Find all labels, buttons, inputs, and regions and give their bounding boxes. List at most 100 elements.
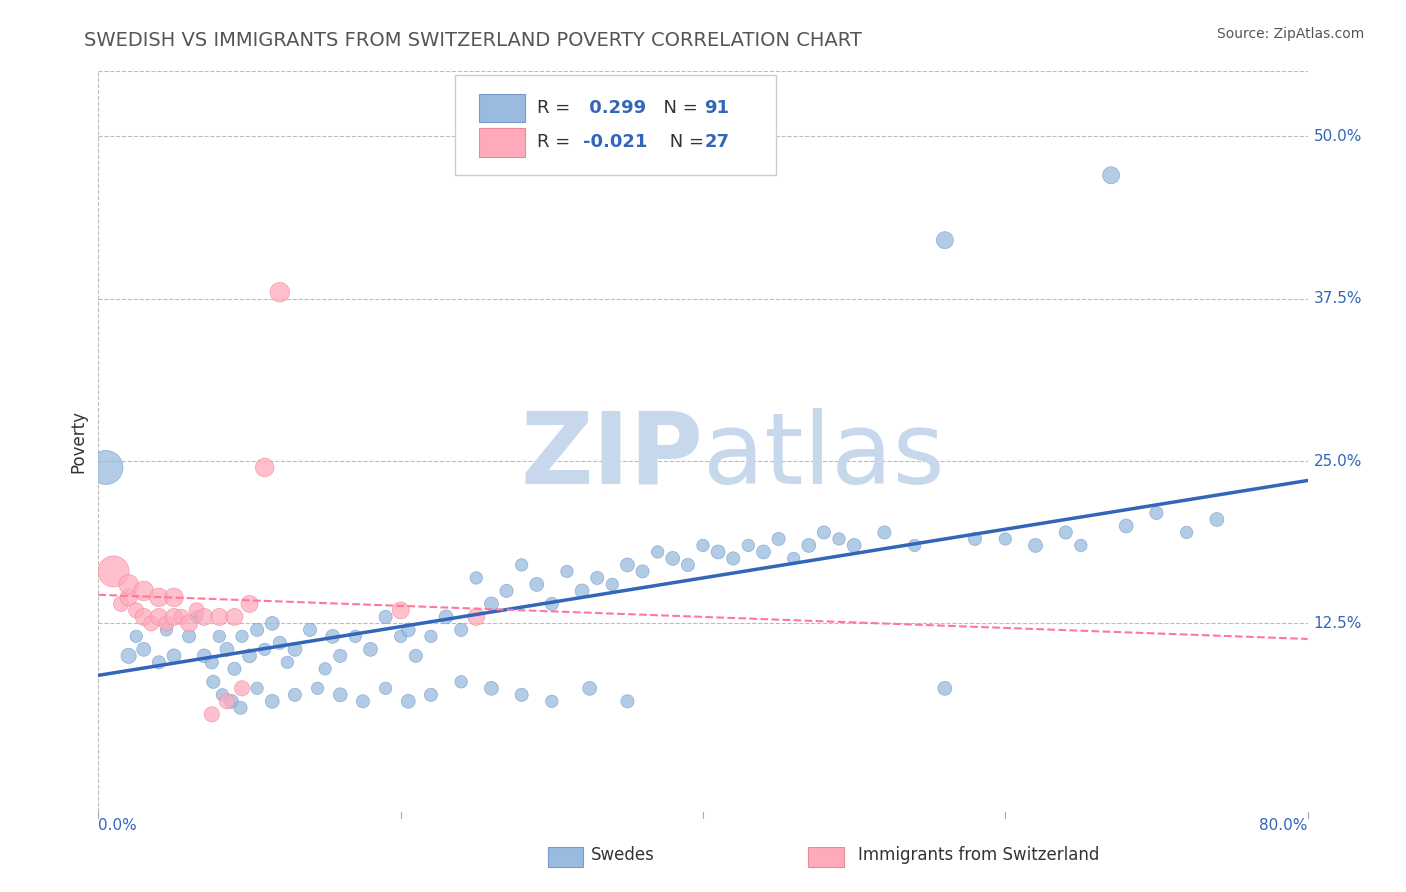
Point [586, 571, 609, 585]
Text: R =: R = [537, 134, 576, 152]
Point [661, 551, 683, 566]
Point [752, 545, 775, 559]
Point [555, 565, 578, 579]
Point [193, 610, 215, 624]
Point [269, 285, 291, 300]
Point [253, 460, 276, 475]
Point [934, 233, 956, 247]
Text: R =: R = [537, 99, 576, 117]
Point [246, 681, 269, 696]
Point [571, 583, 593, 598]
Point [873, 525, 896, 540]
Point [170, 610, 193, 624]
Point [163, 591, 186, 605]
Point [163, 648, 186, 663]
Point [132, 583, 155, 598]
Point [540, 694, 562, 708]
Point [1099, 168, 1122, 182]
Point [1144, 506, 1167, 520]
Point [269, 636, 291, 650]
Text: SWEDISH VS IMMIGRANTS FROM SWITZERLAND POVERTY CORRELATION CHART: SWEDISH VS IMMIGRANTS FROM SWITZERLAND P… [84, 31, 862, 50]
Point [465, 610, 488, 624]
Point [1054, 525, 1077, 540]
Point [616, 558, 638, 572]
Text: 50.0%: 50.0% [1313, 128, 1362, 144]
Point [374, 681, 396, 696]
Point [208, 610, 231, 624]
Point [224, 662, 246, 676]
Point [647, 545, 669, 559]
Point [229, 701, 252, 715]
Point [163, 610, 186, 624]
Text: Swedes: Swedes [591, 847, 654, 864]
Point [110, 597, 132, 611]
Point [148, 610, 170, 624]
Point [284, 688, 307, 702]
Text: 80.0%: 80.0% [1260, 818, 1308, 833]
Text: 27: 27 [704, 134, 730, 152]
Point [540, 597, 562, 611]
Text: 25.0%: 25.0% [1313, 453, 1362, 468]
Point [1206, 512, 1229, 526]
Point [118, 591, 141, 605]
Point [125, 603, 148, 617]
Text: ZIP: ZIP [520, 408, 703, 505]
Text: 12.5%: 12.5% [1313, 615, 1362, 631]
Point [208, 629, 231, 643]
Point [1115, 519, 1137, 533]
Point [211, 688, 233, 702]
Point [450, 674, 472, 689]
Point [215, 694, 238, 708]
Point [844, 538, 866, 552]
Point [262, 616, 284, 631]
Point [94, 460, 117, 475]
Point [132, 610, 155, 624]
Text: N =: N = [664, 134, 710, 152]
Point [737, 538, 759, 552]
Point [118, 577, 141, 591]
Point [201, 656, 224, 670]
Point [314, 662, 336, 676]
Point [344, 629, 367, 643]
FancyBboxPatch shape [479, 94, 526, 121]
Point [125, 629, 148, 643]
Point [389, 629, 412, 643]
Point [797, 538, 820, 552]
Point [284, 642, 307, 657]
Point [307, 681, 329, 696]
Point [352, 694, 374, 708]
Point [186, 610, 208, 624]
Point [299, 623, 322, 637]
Text: 0.299: 0.299 [583, 99, 647, 117]
Point [904, 538, 927, 552]
Point [676, 558, 699, 572]
Point [616, 694, 638, 708]
Point [510, 558, 533, 572]
Point [768, 532, 790, 546]
Point [374, 610, 396, 624]
Point [828, 532, 851, 546]
Point [103, 565, 125, 579]
Point [224, 610, 246, 624]
Text: 0.0%: 0.0% [98, 818, 138, 833]
Point [578, 681, 600, 696]
Point [465, 571, 488, 585]
Point [526, 577, 548, 591]
Y-axis label: Poverty: Poverty [69, 410, 87, 473]
Point [239, 648, 262, 663]
Text: 91: 91 [704, 99, 730, 117]
Point [276, 656, 298, 670]
Point [481, 681, 503, 696]
Point [783, 551, 806, 566]
Point [231, 629, 253, 643]
Text: N =: N = [652, 99, 704, 117]
Point [405, 648, 427, 663]
Point [201, 707, 224, 722]
Point [246, 623, 269, 637]
Text: 37.5%: 37.5% [1313, 291, 1362, 306]
Point [389, 603, 412, 617]
Point [132, 642, 155, 657]
Point [420, 629, 443, 643]
Point [994, 532, 1017, 546]
Point [481, 597, 503, 611]
